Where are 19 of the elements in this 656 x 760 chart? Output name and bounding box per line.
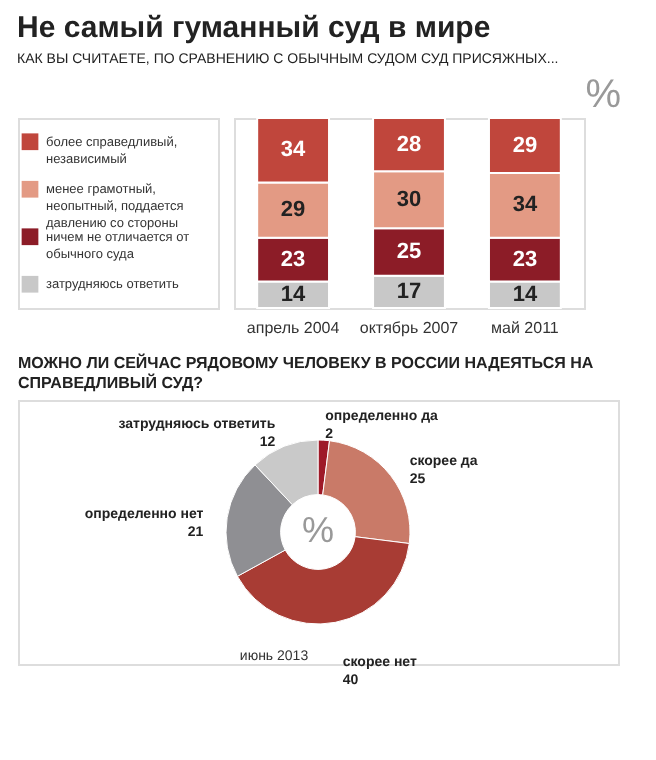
data-label: 14: [280, 282, 308, 307]
data-label: 17: [396, 279, 422, 304]
chart-title: МОЖНО ЛИ СЕЙЧАС РЯДОВОМУ ЧЕЛОВЕКУ В РОССИИ НАДЕЯТЬСЯ НА СПРАВЕДЛИВЫЙ СУД?: [18, 352, 594, 392]
chart-title: Не самый гуманный суд в мире: [17, 11, 491, 45]
x-tick-label: май 2011: [491, 319, 560, 337]
x-tick-label: апрель 2004: [246, 319, 341, 337]
data-label: 29: [512, 133, 538, 158]
data-label: 14: [512, 282, 539, 307]
data-label: 29: [280, 198, 306, 223]
data-label: 34: [280, 138, 308, 163]
data-label: 30: [396, 187, 422, 212]
data-label: 23: [280, 247, 306, 272]
text: %: [301, 510, 335, 550]
data-label: 23: [512, 247, 538, 272]
data-label: 34: [512, 193, 539, 218]
data-label: 25: [396, 239, 422, 264]
y-axis-title: %: [585, 73, 622, 117]
x-tick-label: октябрь 2007: [359, 319, 460, 337]
data-label: 28: [396, 132, 422, 157]
